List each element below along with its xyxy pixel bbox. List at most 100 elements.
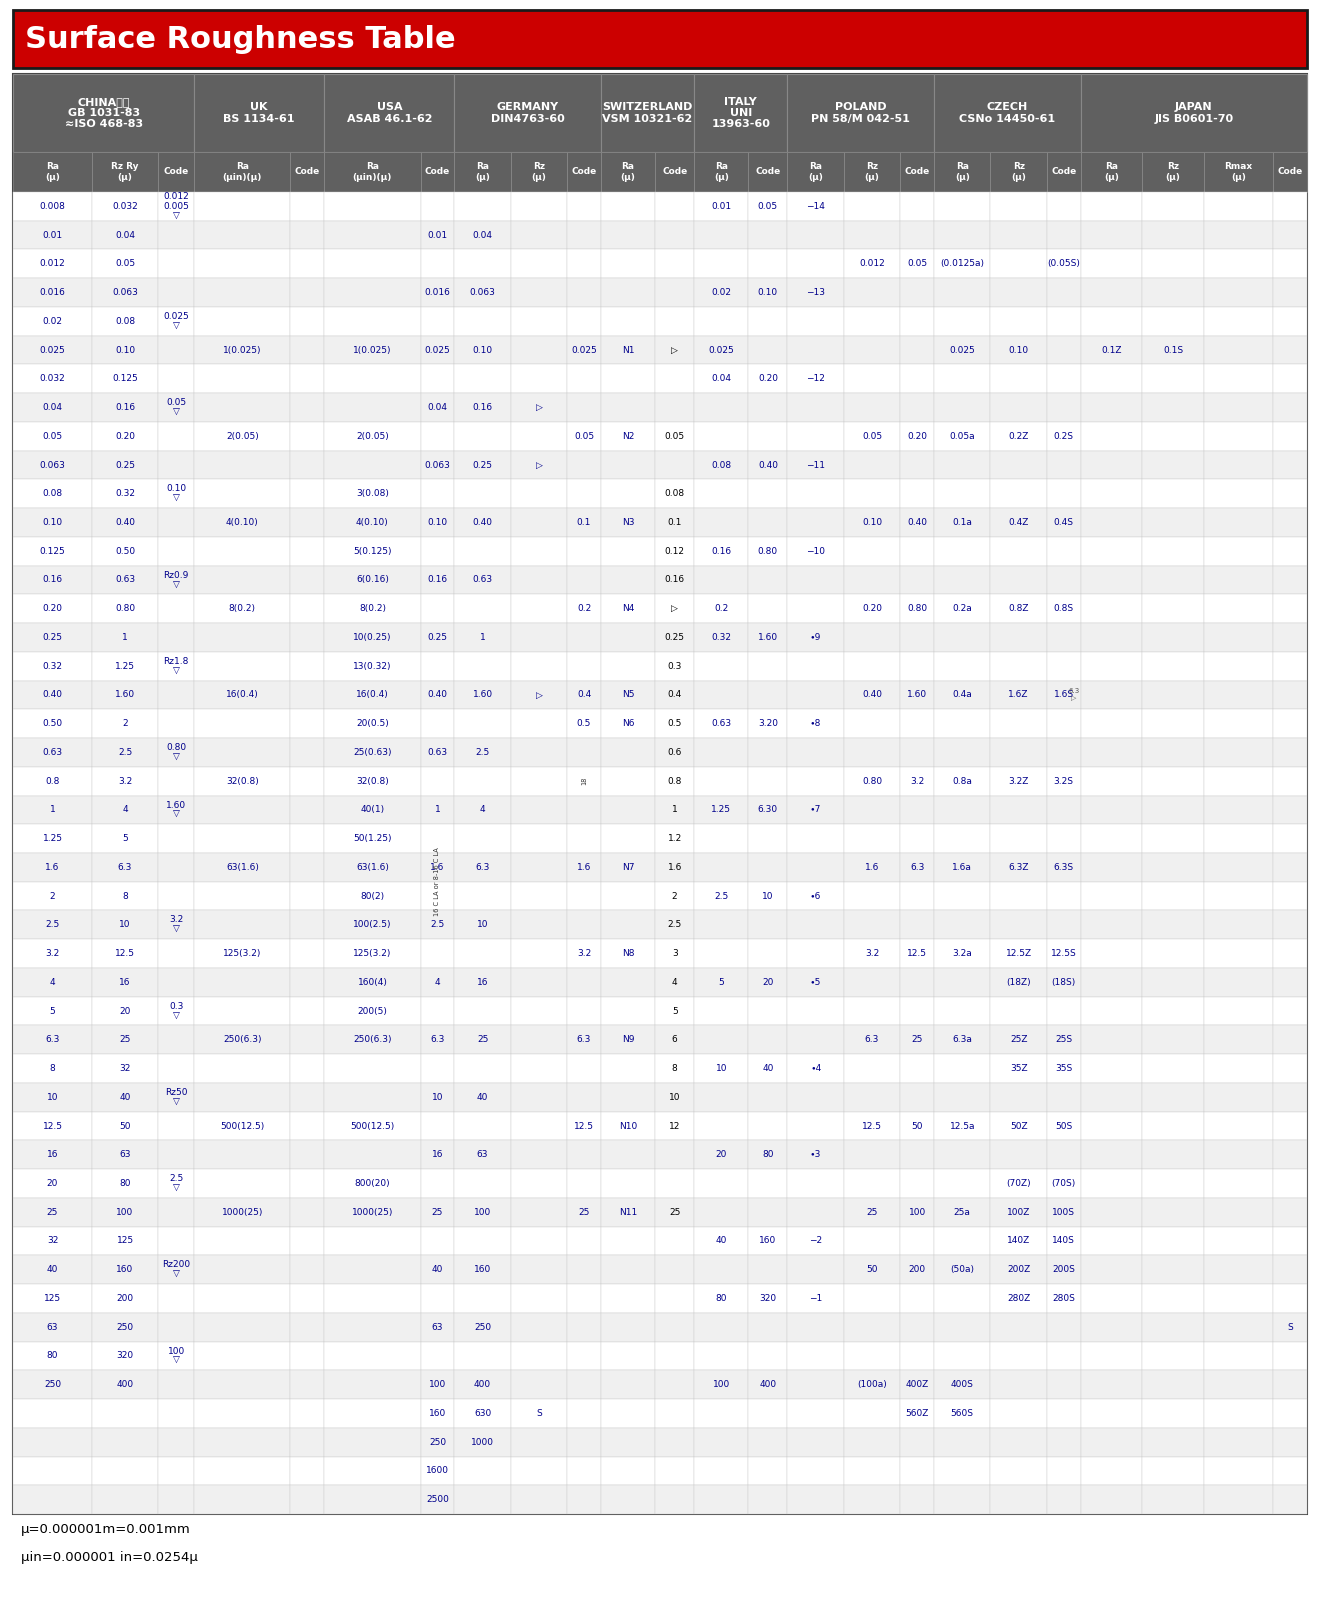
Text: 0.32: 0.32 [711, 633, 731, 641]
Text: 0.16: 0.16 [42, 576, 62, 585]
Bar [788, 508, 844, 537]
Bar [934, 1111, 990, 1140]
Bar [655, 1313, 694, 1342]
Text: Code: Code [163, 168, 188, 176]
Bar [511, 852, 568, 881]
Bar [158, 1284, 194, 1313]
Text: Surface Roughness Table: Surface Roughness Table [25, 24, 456, 53]
Bar [92, 1025, 158, 1054]
Bar [1204, 1485, 1274, 1514]
Bar [324, 939, 420, 967]
Text: 0.5: 0.5 [577, 720, 591, 728]
Bar [901, 1169, 934, 1198]
Bar [1142, 910, 1204, 939]
Bar [420, 1428, 454, 1457]
Bar [1274, 480, 1306, 508]
Bar [844, 710, 901, 739]
Bar [788, 710, 844, 739]
Bar [13, 739, 92, 768]
Bar [568, 152, 601, 192]
Text: 12.5: 12.5 [42, 1121, 62, 1130]
Text: 0.2Z: 0.2Z [1009, 432, 1029, 441]
Bar [92, 192, 158, 221]
Bar [420, 1198, 454, 1226]
Text: 20(0.5): 20(0.5) [356, 720, 389, 728]
Text: 200: 200 [909, 1265, 926, 1274]
Bar [194, 852, 291, 881]
Bar [194, 1140, 291, 1169]
Bar [901, 1428, 934, 1457]
Bar [844, 1284, 901, 1313]
Bar [511, 1226, 568, 1255]
Bar [511, 624, 568, 652]
Bar [511, 1399, 568, 1428]
Bar [934, 152, 990, 192]
Bar [454, 910, 511, 939]
Text: 1: 1 [672, 806, 677, 814]
Bar [990, 595, 1047, 624]
Bar [1142, 152, 1204, 192]
Text: 0.012: 0.012 [40, 259, 66, 269]
Bar [601, 939, 655, 967]
Bar [844, 221, 901, 249]
Bar [1274, 768, 1306, 796]
Bar [194, 278, 291, 307]
Bar [1142, 739, 1204, 768]
Bar [655, 967, 694, 996]
Bar [748, 1111, 788, 1140]
Text: 250: 250 [429, 1438, 446, 1447]
Bar [901, 422, 934, 451]
Bar [748, 1485, 788, 1514]
Bar [1047, 1284, 1081, 1313]
Bar [291, 768, 324, 796]
Bar [788, 910, 844, 939]
Bar [748, 624, 788, 652]
Bar [990, 881, 1047, 910]
Bar [901, 768, 934, 796]
Text: 0.4a: 0.4a [952, 691, 972, 699]
Bar [511, 1111, 568, 1140]
Bar [568, 1255, 601, 1284]
Bar [601, 365, 655, 393]
Bar [694, 624, 748, 652]
Bar [694, 537, 748, 566]
Bar [934, 652, 990, 681]
Bar [934, 910, 990, 939]
Bar [1274, 307, 1306, 336]
Text: 200(5): 200(5) [357, 1006, 387, 1015]
Text: 20: 20 [763, 979, 773, 987]
Bar [13, 910, 92, 939]
Bar [454, 710, 511, 739]
Bar [990, 768, 1047, 796]
Bar [1204, 1083, 1274, 1111]
Text: ∙5: ∙5 [810, 979, 822, 987]
Bar [568, 852, 601, 881]
Text: 0.025
▽: 0.025 ▽ [163, 312, 190, 331]
Bar [788, 1428, 844, 1457]
Text: 0.08: 0.08 [665, 489, 685, 499]
Bar [1142, 480, 1204, 508]
Text: 0.8S: 0.8S [1054, 604, 1073, 614]
Bar [158, 1457, 194, 1485]
Text: 100: 100 [429, 1380, 446, 1390]
Text: 63: 63 [46, 1322, 58, 1332]
Bar [1142, 710, 1204, 739]
Text: 0.1S: 0.1S [1163, 345, 1183, 355]
Bar [901, 852, 934, 881]
Bar [420, 221, 454, 249]
Bar [324, 1342, 420, 1370]
Bar [291, 1111, 324, 1140]
Text: 2: 2 [122, 720, 128, 728]
Bar [748, 365, 788, 393]
Text: 0.4: 0.4 [668, 691, 682, 699]
Bar [13, 336, 92, 365]
Bar [748, 1428, 788, 1457]
Bar [990, 1342, 1047, 1370]
Bar [420, 624, 454, 652]
Bar [324, 249, 420, 278]
Text: Rz200
▽: Rz200 ▽ [162, 1260, 190, 1279]
Bar [1142, 881, 1204, 910]
Bar [158, 1198, 194, 1226]
Bar [844, 393, 901, 422]
Bar [601, 1169, 655, 1198]
